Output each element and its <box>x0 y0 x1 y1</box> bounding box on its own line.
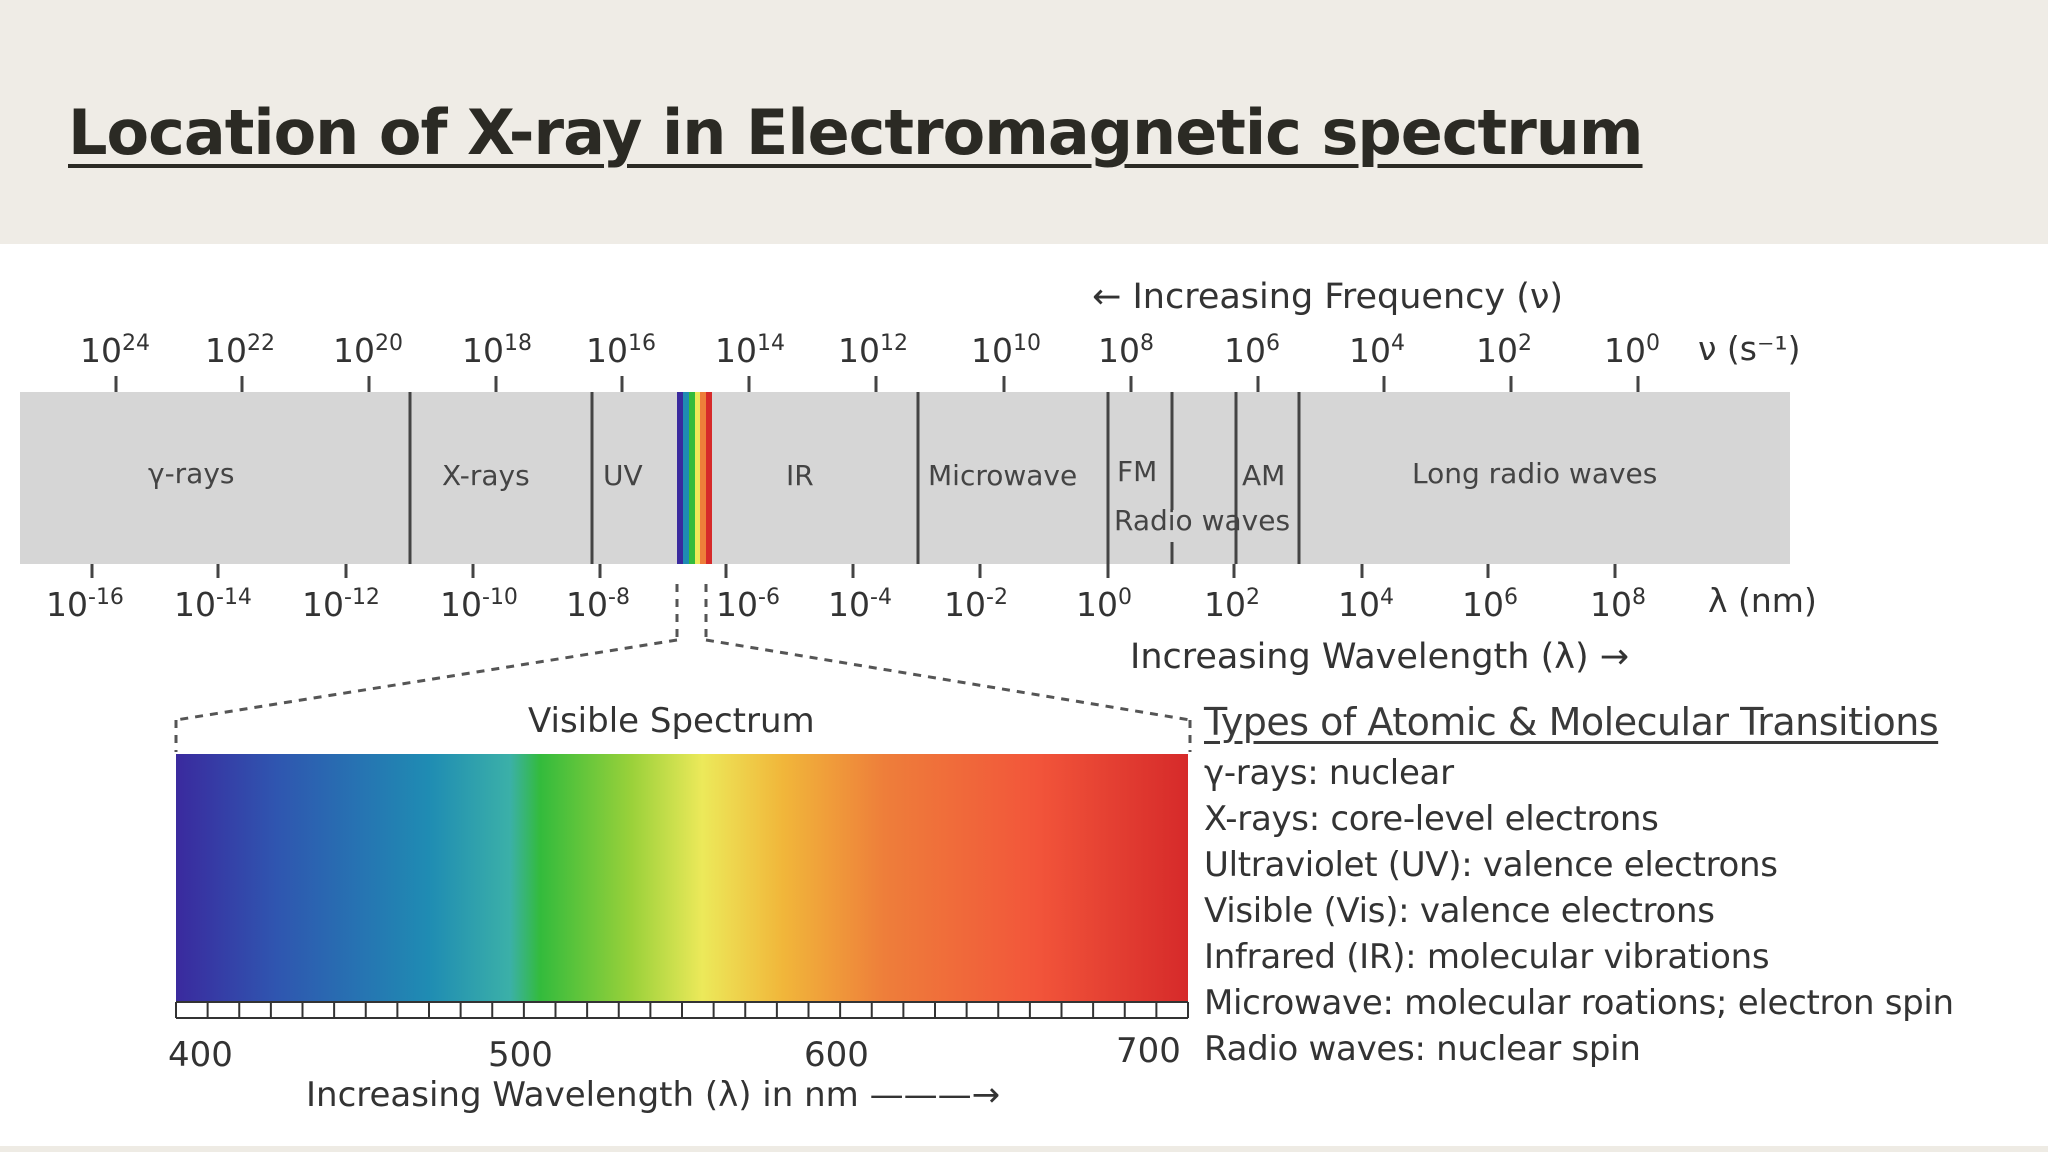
wl-tick-0: 10-16 <box>46 585 124 624</box>
wl-tick-12: 108 <box>1590 585 1646 624</box>
freq-tick-11: 102 <box>1476 331 1532 370</box>
region-ir: IR <box>786 459 814 492</box>
slide-content: ← Increasing Frequency (ν) 1024 1022 102… <box>0 244 2048 1146</box>
freq-tick-0: 1024 <box>80 331 150 370</box>
wavelength-axis-label: Increasing Wavelength (λ) → <box>1130 637 1629 677</box>
region-dividers <box>408 392 1301 564</box>
freq-tick-1: 1022 <box>205 331 275 370</box>
visible-spectrum-title: Visible Spectrum <box>528 701 815 741</box>
wl-tick-3: 10-10 <box>440 585 518 624</box>
region-fm: FM <box>1117 455 1157 488</box>
frequency-unit-label: ν (s⁻¹) <box>1698 329 1801 368</box>
region-uv: UV <box>603 459 643 492</box>
frequency-axis-label: ← Increasing Frequency (ν) <box>1092 277 1563 317</box>
transition-item-gamma: γ-rays: nuclear <box>1204 753 1454 793</box>
visible-ruler-ticks <box>175 1002 1189 1018</box>
slide-title: Location of X-ray in Electromagnetic spe… <box>68 96 1644 169</box>
bottom-strip <box>0 1146 2048 1152</box>
region-labels: γ-rays X-rays UV IR Microwave FM AM Radi… <box>148 455 1657 537</box>
wl-tick-5: 10-6 <box>716 585 780 624</box>
region-microwave: Microwave <box>928 459 1077 492</box>
region-long-radio: Long radio waves <box>1412 457 1657 490</box>
visible-tick-labels: 400 500 600 700 <box>168 1031 1181 1075</box>
transitions-title: Types of Atomic & Molecular Transitions <box>1204 700 1939 744</box>
freq-tick-5: 1014 <box>715 331 785 370</box>
freq-tick-10: 104 <box>1349 331 1405 370</box>
wl-tick-9: 102 <box>1204 585 1260 624</box>
freq-tick-12: 100 <box>1604 331 1660 370</box>
region-xrays: X-rays <box>442 459 530 492</box>
spectrum-band <box>20 392 1790 564</box>
freq-tick-8: 108 <box>1098 331 1154 370</box>
freq-tick-4: 1016 <box>586 331 656 370</box>
region-am: AM <box>1242 459 1285 492</box>
transition-item-radio: Radio waves: nuclear spin <box>1204 1029 1641 1069</box>
freq-tick-2: 1020 <box>333 331 403 370</box>
visible-tick-500: 500 <box>488 1035 553 1075</box>
transition-item-xrays: X-rays: core-level electrons <box>1204 799 1659 839</box>
visible-axis-label: Increasing Wavelength (λ) in nm ———→ <box>306 1075 1000 1115</box>
wavelength-tick-marks <box>90 564 1617 578</box>
wavelength-tick-labels: 10-16 10-14 10-12 10-10 10-8 10-6 10-4 1… <box>46 585 1646 624</box>
frequency-tick-labels: 1024 1022 1020 1018 1016 1014 1012 1010 … <box>80 331 1660 370</box>
transition-item-microwave: Microwave: molecular roations; electron … <box>1204 983 1954 1023</box>
wl-tick-1: 10-14 <box>174 585 252 624</box>
slide-header: Location of X-ray in Electromagnetic spe… <box>0 0 2048 244</box>
wl-tick-6: 10-4 <box>828 585 892 624</box>
freq-tick-7: 1010 <box>971 331 1041 370</box>
visible-tick-400: 400 <box>168 1035 233 1075</box>
wl-tick-10: 104 <box>1338 585 1394 624</box>
visible-spectrum-gradient <box>176 754 1188 1002</box>
transition-item-ir: Infrared (IR): molecular vibrations <box>1204 937 1770 977</box>
wl-tick-8: 100 <box>1076 585 1132 624</box>
visible-tick-700: 700 <box>1116 1031 1181 1071</box>
wl-tick-2: 10-12 <box>302 585 380 624</box>
transitions-panel: Types of Atomic & Molecular Transitions … <box>1204 700 2044 1072</box>
region-radio: Radio waves <box>1114 504 1290 537</box>
freq-tick-6: 1012 <box>838 331 908 370</box>
transition-item-visible: Visible (Vis): valence electrons <box>1204 891 1715 931</box>
freq-tick-3: 1018 <box>462 331 532 370</box>
wavelength-unit-label: λ (nm) <box>1708 581 1817 620</box>
freq-tick-9: 106 <box>1224 331 1280 370</box>
visible-tick-600: 600 <box>804 1035 869 1075</box>
wl-tick-4: 10-8 <box>566 585 630 624</box>
visible-zoom-connectors <box>174 584 1192 752</box>
transition-item-uv: Ultraviolet (UV): valence electrons <box>1204 845 1778 885</box>
visible-strip <box>677 392 712 564</box>
em-spectrum-diagram: ← Increasing Frequency (ν) 1024 1022 102… <box>20 277 1817 1115</box>
frequency-tick-marks <box>114 376 1640 392</box>
wl-tick-11: 106 <box>1462 585 1518 624</box>
region-gamma: γ-rays <box>148 457 235 490</box>
wl-tick-7: 10-2 <box>944 585 1008 624</box>
